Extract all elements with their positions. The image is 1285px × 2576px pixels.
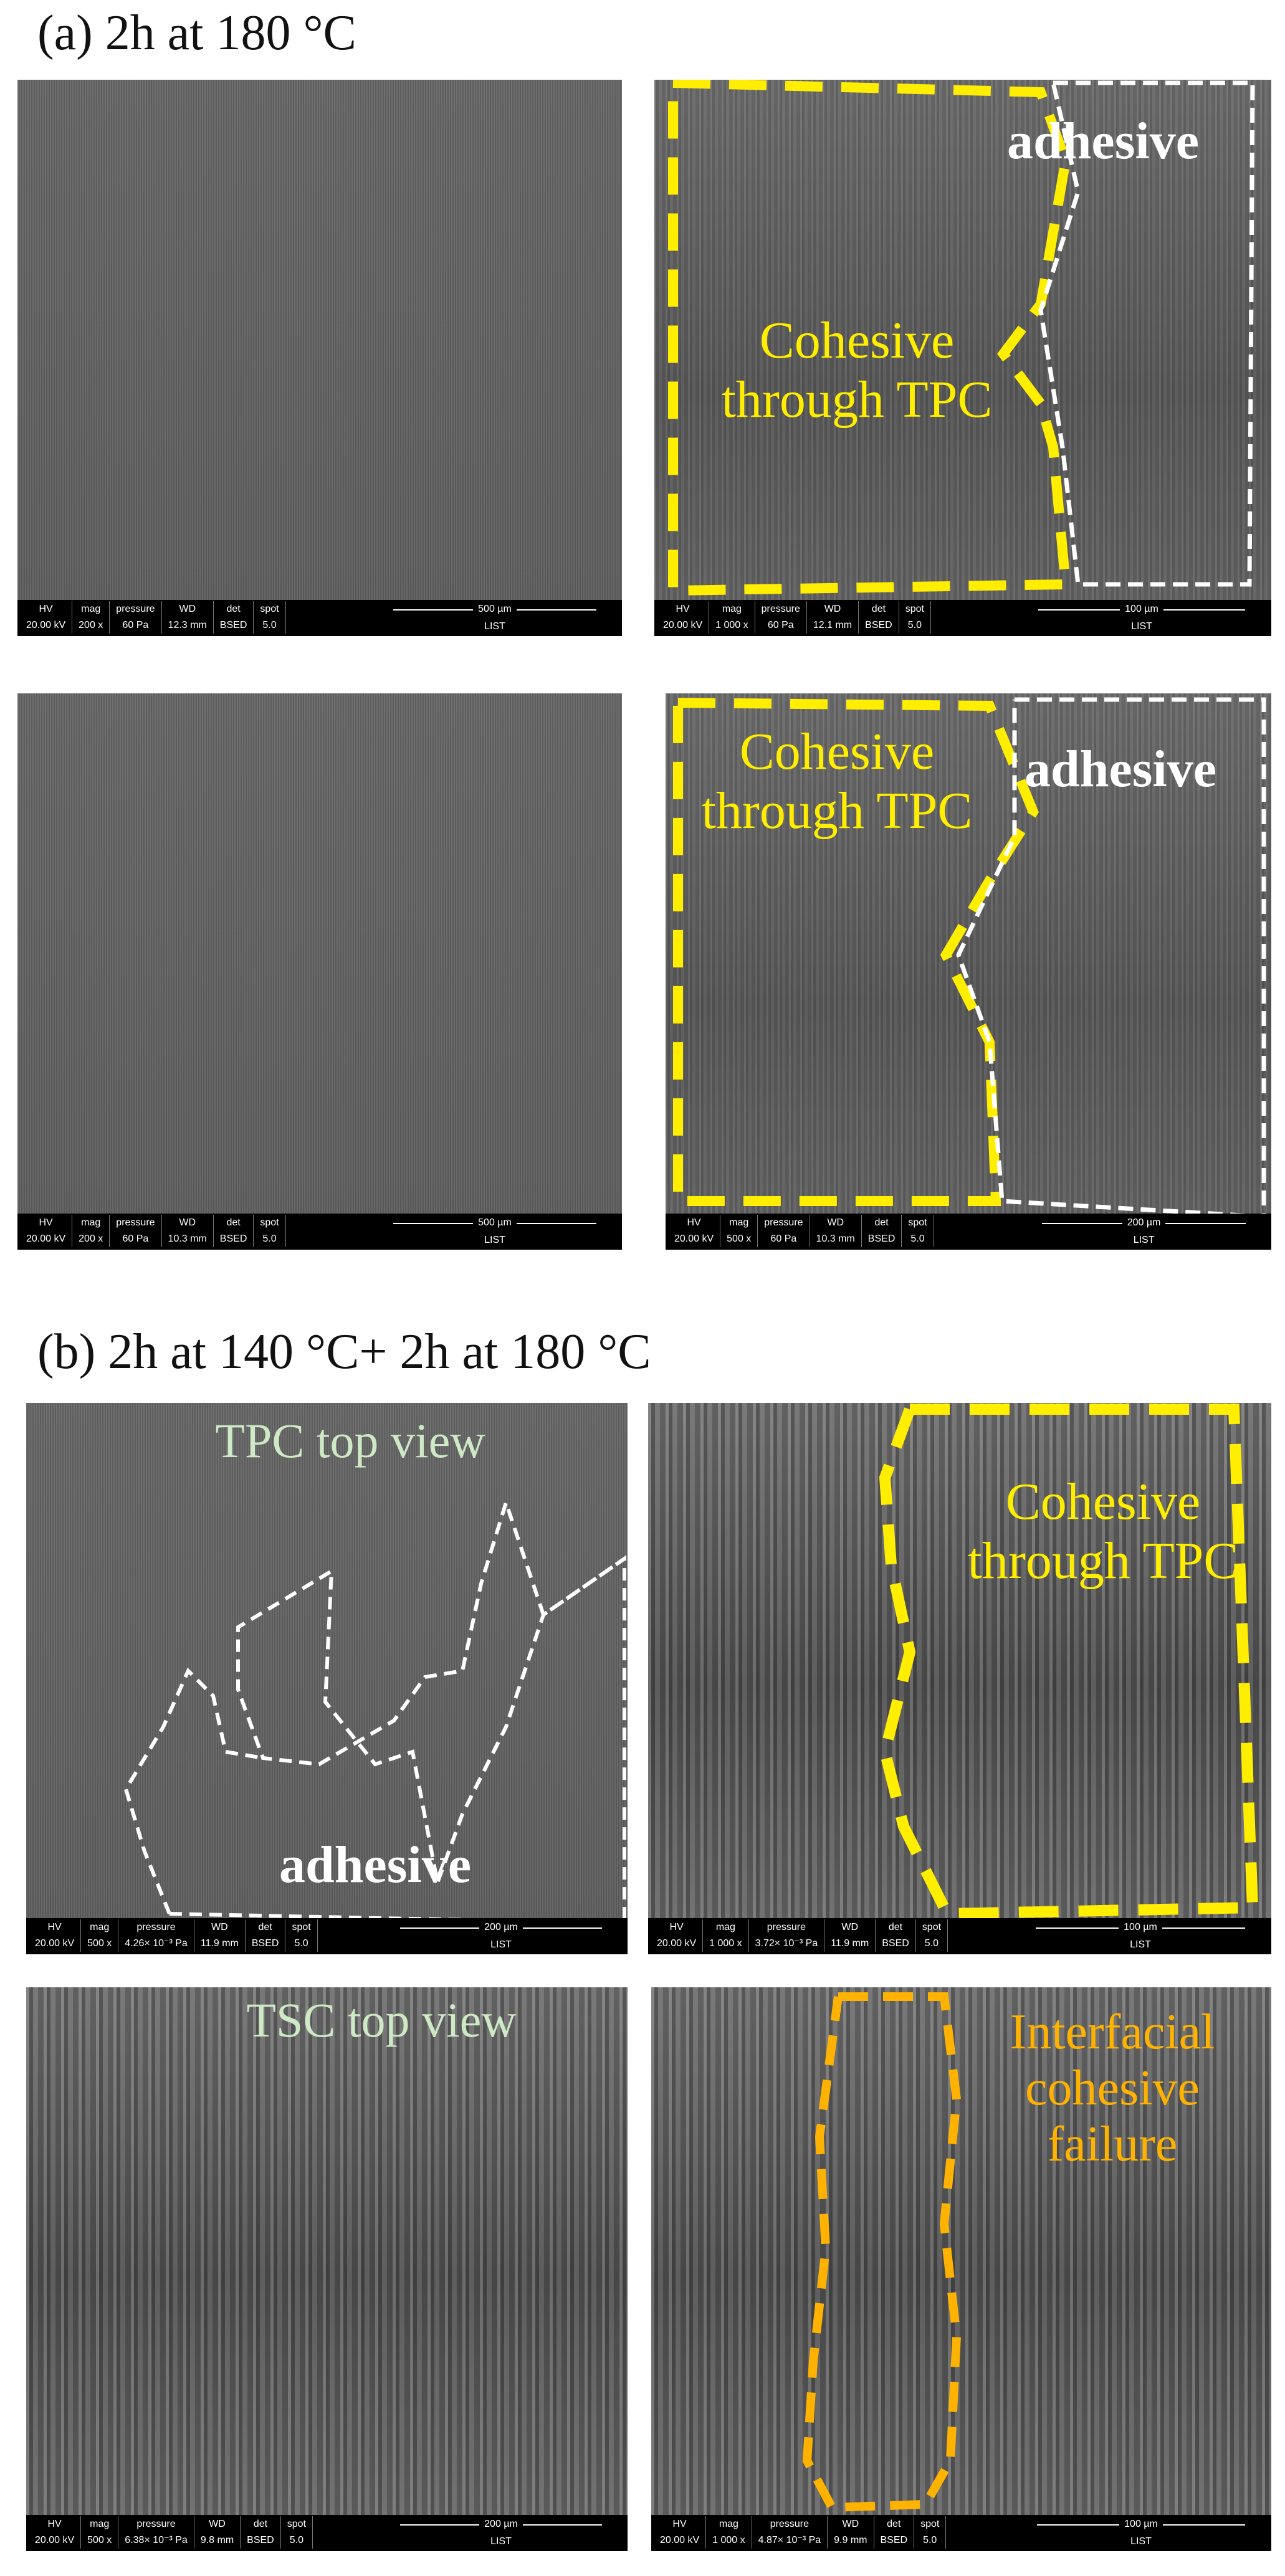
interfacial-label-line1: Interfacial (1010, 2005, 1215, 2060)
sem-panel-b4: Interfacial cohesive failure HV 20.00 kV … (651, 1987, 1271, 2551)
sem-info-bar: HV 20.00 kV mag 1 000 x pressure 4.87× 10⁻³… (651, 2515, 1271, 2551)
sem-image (651, 1987, 1271, 2515)
scale-bar: 200 µm LIST (381, 1919, 621, 1950)
sem-panel-a3: HV 20.00 kV mag 200 x pressure 60 Pa WD 10.3… (17, 693, 622, 1250)
adhesive-label: adhesive (1006, 112, 1200, 170)
adhesive-label: adhesive (1024, 740, 1217, 798)
sem-image (26, 1987, 628, 2515)
sem-panel-b1: TPC top view adhesive HV 20.00 kV mag 500 … (26, 1403, 628, 1954)
scale-bar: 500 µm LIST (374, 1215, 616, 1245)
sem-info-bar: HV 20.00 kV mag 500 x pressure 4.26× 10⁻³ P… (26, 1918, 628, 1954)
scale-bar: 100 µm LIST (1016, 1919, 1265, 1950)
adhesive-label: adhesive (279, 1836, 472, 1894)
sem-image (17, 693, 622, 1214)
cohesive-label-line1: Cohesive (759, 311, 955, 369)
interfacial-label-line2: cohesive (1025, 2061, 1200, 2116)
cohesive-label-line2: through TPC (701, 782, 973, 840)
sem-panel-a2: adhesive Cohesive through TPC HV 20.00 kV… (654, 80, 1271, 636)
sem-info-bar: HV 20.00 kV mag 200 x pressure 60 Pa WD 12.3… (17, 600, 622, 636)
sem-image (17, 80, 622, 600)
sem-info-bar: HV 20.00 kV mag 200 x pressure 60 Pa WD 10.3… (17, 1214, 622, 1250)
scale-bar: 500 µm LIST (374, 601, 616, 632)
scale-bar: 200 µm LIST (1023, 1215, 1265, 1245)
tpc-top-view-label: TPC top view (215, 1414, 485, 1468)
scale-bar: 200 µm LIST (381, 2516, 621, 2547)
tsc-top-view-label: TSC top view (246, 1993, 517, 2047)
scale-bar: 100 µm LIST (1018, 601, 1265, 632)
sem-info-bar: HV 20.00 kV mag 500 x pressure 60 Pa WD 10.3… (666, 1214, 1271, 1250)
cohesive-label-line2: through TPC (967, 1532, 1239, 1590)
sem-panel-b2: Cohesive through TPC HV 20.00 kV mag 1 000… (648, 1403, 1271, 1954)
section-b-title: (b) 2h at 140 °C+ 2h at 180 °C (37, 1324, 651, 1379)
cohesive-label-line1: Cohesive (739, 723, 935, 781)
sem-panel-a1: HV 20.00 kV mag 200 x pressure 60 Pa WD 12.3… (17, 80, 622, 636)
sem-info-bar: HV 20.00 kV mag 500 x pressure 6.38× 10⁻³ P… (26, 2515, 628, 2551)
sem-info-bar: HV 20.00 kV mag 1 000 x pressure 60 Pa WD 12… (654, 600, 1271, 636)
sem-panel-b3: TSC top view HV 20.00 kV mag 500 x pressur… (26, 1987, 628, 2551)
scale-bar: 100 µm LIST (1017, 2516, 1265, 2547)
sem-info-bar: HV 20.00 kV mag 1 000 x pressure 3.72× 10⁻³… (648, 1918, 1271, 1954)
section-a-title: (a) 2h at 180 °C (37, 6, 356, 60)
sem-panel-a4: Cohesive through TPC adhesive HV 20.00 kV… (666, 693, 1271, 1250)
interfacial-label-line3: failure (1047, 2117, 1178, 2172)
cohesive-label-line2: through TPC (721, 371, 993, 429)
cohesive-label-line1: Cohesive (1005, 1473, 1201, 1531)
